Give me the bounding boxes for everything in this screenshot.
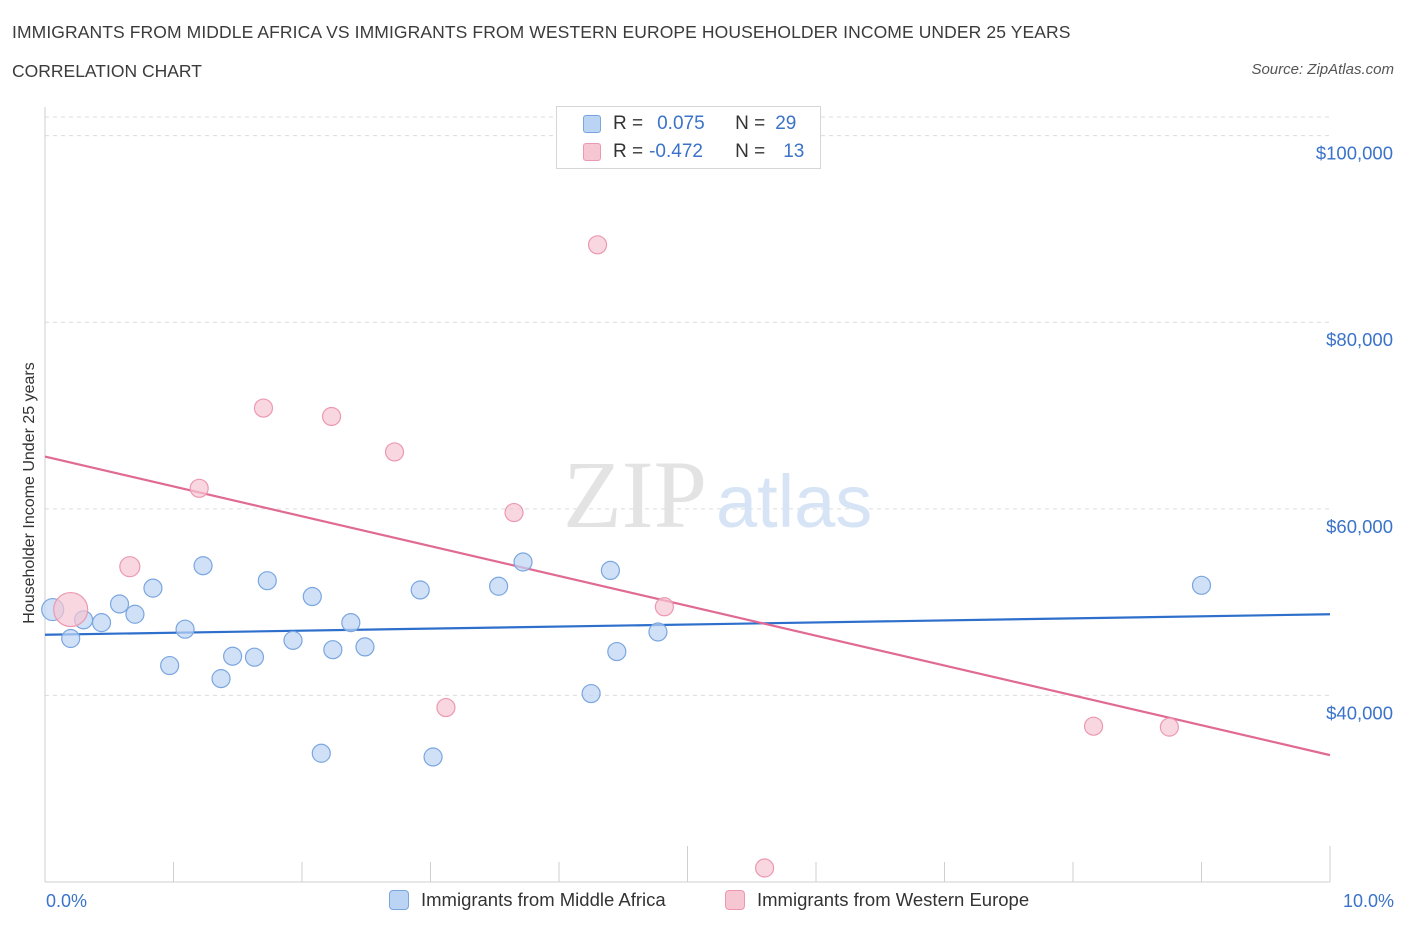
point-western-europe	[53, 591, 89, 628]
stats-legend-row-blue: R = 0.075 N = 29	[583, 112, 796, 136]
r-label: R =	[613, 113, 644, 134]
watermark: ZIP atlas	[563, 441, 872, 548]
point-western-europe	[587, 235, 608, 255]
point-middle-africa	[423, 747, 443, 767]
axes	[44, 107, 1331, 883]
legend-swatch-blue	[583, 115, 601, 133]
point-middle-africa	[355, 637, 375, 657]
point-middle-africa	[160, 655, 180, 676]
point-middle-africa	[125, 604, 145, 624]
point-western-europe	[654, 597, 674, 617]
y-tick-labels: $40,000 $60,000 $80,000 $100,000	[1316, 143, 1393, 724]
r-value: 0.075	[657, 113, 705, 134]
point-western-europe	[384, 442, 405, 462]
y-axis-label: Householder Income Under 25 years	[21, 362, 38, 624]
r-label: R =	[613, 141, 644, 162]
point-middle-africa	[244, 647, 265, 667]
trend-line-middle-africa	[44, 613, 1331, 636]
point-middle-africa	[489, 576, 509, 596]
point-middle-africa	[257, 571, 277, 591]
y-tick-label: $60,000	[1326, 516, 1393, 537]
x-tick-label-max: 10.0%	[1342, 891, 1394, 911]
x-tick-label-min: 0.0%	[46, 891, 88, 911]
watermark-atlas: atlas	[716, 460, 872, 543]
point-middle-africa	[323, 640, 343, 660]
point-middle-africa	[1191, 575, 1212, 595]
data-points	[41, 235, 1212, 878]
legend-swatch-pink	[583, 143, 601, 161]
y-tick-label: $40,000	[1326, 702, 1393, 723]
point-middle-africa	[175, 619, 195, 639]
grid-lines	[45, 116, 1330, 696]
y-tick-label: $100,000	[1316, 143, 1393, 164]
r-value: -0.472	[649, 141, 703, 162]
point-middle-africa	[341, 613, 361, 633]
stats-legend-row-pink: R = -0.472 N = 13	[583, 140, 804, 164]
point-western-europe	[321, 406, 342, 427]
point-western-europe	[119, 556, 141, 578]
point-western-europe	[1159, 717, 1179, 737]
point-middle-africa	[302, 586, 322, 607]
point-middle-africa	[91, 613, 112, 633]
point-western-europe	[754, 858, 775, 878]
y-tick-label: $80,000	[1326, 329, 1393, 350]
point-middle-africa	[193, 556, 213, 576]
series-legend-middle-africa: Immigrants from Middle Africa	[389, 889, 666, 911]
point-middle-africa	[211, 669, 231, 689]
legend-swatch-blue	[389, 890, 409, 910]
source-label: Source: ZipAtlas.com	[1251, 61, 1394, 78]
legend-swatch-pink	[725, 890, 745, 910]
point-middle-africa	[61, 628, 81, 649]
point-middle-africa	[109, 594, 130, 614]
point-middle-africa	[283, 630, 303, 650]
chart-subtitle: CORRELATION CHART	[12, 61, 202, 81]
series-name: Immigrants from Middle Africa	[421, 889, 666, 910]
point-western-europe	[189, 478, 209, 498]
trend-line-western-europe	[44, 455, 1331, 757]
point-middle-africa	[581, 683, 601, 704]
watermark-zip: ZIP	[563, 441, 707, 548]
stats-legend: R = 0.075 N = 29 R = -0.472 N = 13	[556, 106, 821, 169]
point-middle-africa	[223, 646, 243, 666]
point-middle-africa	[513, 552, 533, 572]
point-middle-africa	[410, 580, 430, 600]
point-western-europe	[504, 502, 524, 523]
point-middle-africa	[143, 578, 163, 598]
series-name: Immigrants from Western Europe	[757, 889, 1030, 910]
point-middle-africa	[311, 743, 331, 763]
n-value: 13	[783, 141, 805, 162]
chart-title: IMMIGRANTS FROM MIDDLE AFRICA VS IMMIGRA…	[12, 22, 1071, 42]
point-middle-africa	[600, 560, 621, 581]
trend-lines	[44, 455, 1331, 757]
point-western-europe	[436, 697, 456, 718]
n-label: N =	[735, 113, 766, 134]
point-western-europe	[253, 398, 274, 418]
series-legend-western-europe: Immigrants from Western Europe	[725, 889, 1029, 911]
point-western-europe	[1083, 716, 1104, 736]
point-middle-africa	[648, 622, 668, 642]
point-middle-africa	[607, 641, 627, 662]
n-value: 29	[775, 113, 797, 134]
n-label: N =	[735, 141, 766, 162]
